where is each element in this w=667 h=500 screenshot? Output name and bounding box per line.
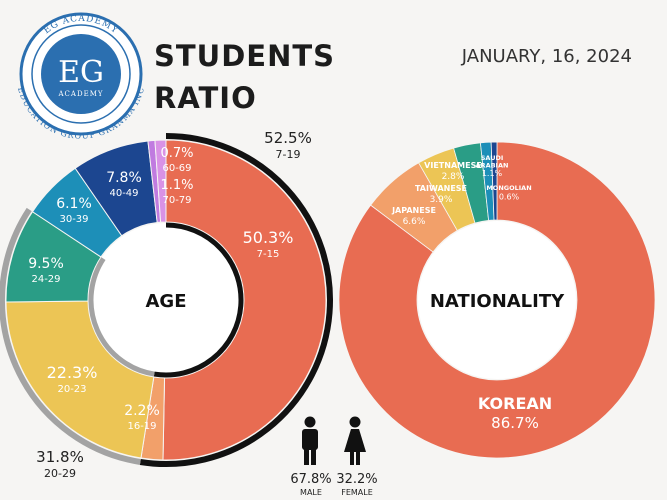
age-slice-percent-24-29: 9.5%	[28, 256, 64, 272]
age-slice-percent-70-79: 1.1%	[160, 178, 193, 193]
nationality-name-japanese: JAPANESE	[391, 206, 436, 215]
nationality-name-mongolian: MONGOLIAN	[486, 184, 531, 192]
female-icon	[344, 416, 366, 465]
date-label: JANUARY, 16, 2024	[461, 46, 632, 67]
age-slice-percent-7-15: 50.3%	[243, 228, 294, 247]
age-slice-percent-16-19: 2.2%	[124, 403, 160, 419]
nationality-percent-japanese: 6.6%	[403, 217, 426, 227]
male-label: MALE	[300, 488, 322, 497]
nationality-slice-korean	[338, 141, 656, 459]
age-group-percent-20-29: 31.8%	[36, 448, 84, 466]
age-slice-range-70-79: 70-79	[162, 195, 191, 206]
age-slice-range-40-49: 40-49	[109, 188, 138, 199]
nationality-percent-korean: 86.7%	[491, 414, 539, 432]
nationality-donut-chart	[338, 141, 656, 459]
age-group-ring-20-29	[0, 207, 141, 465]
nationality-chart-title: NATIONALITY	[430, 291, 565, 312]
nationality-name-vietnamese: VIETNAMESE	[424, 161, 482, 170]
nationality-percent-mongolian: 0.6%	[499, 193, 520, 202]
age-group-percent-7-19: 52.5%	[264, 129, 312, 147]
male-icon	[302, 416, 318, 465]
nationality-percent-vietnamese: 2.8%	[442, 172, 465, 182]
title-line-2: RATIO	[154, 81, 257, 115]
age-group-range-20-29: 20-29	[44, 467, 76, 480]
age-donut-chart	[0, 133, 333, 467]
age-slice-range-60-69: 60-69	[162, 163, 191, 174]
age-slice-percent-60-69: 0.7%	[160, 146, 193, 161]
logo-initials: EG	[58, 55, 104, 90]
age-group-ring-7-19	[139, 133, 333, 467]
age-labels: 50.3% 7-15 2.2% 16-19 22.3% 20-23 9.5% 24-29 6.1…	[28, 129, 312, 480]
age-group-range-7-19: 7-19	[276, 148, 301, 161]
age-slice-range-7-15: 7-15	[257, 249, 280, 260]
logo-word: ACADEMY	[58, 90, 104, 98]
nationality-slice-mongolian	[490, 141, 498, 221]
nationality-percent-taiwanese: 3.9%	[430, 195, 453, 205]
female-label: FEMALE	[341, 488, 373, 497]
age-donut-hole	[89, 223, 243, 377]
age-slice-percent-40-49: 7.8%	[106, 170, 142, 186]
age-slice-70-79	[154, 139, 167, 223]
age-slice-7-15	[162, 139, 327, 461]
nationality-name-taiwanese: TAIWANESE	[415, 184, 467, 193]
age-slice-20-23	[5, 300, 155, 459]
age-slice-percent-30-39: 6.1%	[56, 196, 92, 212]
age-slice-range-16-19: 16-19	[127, 421, 156, 432]
nationality-percent-saudi-arabian: 1.1%	[482, 169, 503, 178]
nationality-donut-hole	[418, 221, 576, 379]
female-percent: 32.2%	[336, 472, 377, 487]
title-line-1: STUDENTS	[154, 39, 335, 73]
age-slice-range-24-29: 24-29	[31, 274, 60, 285]
nationality-name-saudi-arabian: SAUDI ARABIAN	[476, 154, 509, 170]
age-chart-title: AGE	[145, 291, 186, 312]
age-slice-range-20-23: 20-23	[57, 384, 86, 395]
nationality-name-korean: KOREAN	[478, 394, 552, 413]
age-group-inner-ring-7-19	[153, 222, 244, 378]
age-slice-range-30-39: 30-39	[59, 214, 88, 225]
age-slice-percent-20-23: 22.3%	[47, 363, 98, 382]
male-percent: 67.8%	[290, 472, 331, 487]
age-group-inner-ring-20-29	[88, 257, 155, 377]
eg-academy-logo: EG ACADEMY EDUCATION GROUP GRANMA INC EG…	[16, 12, 146, 141]
